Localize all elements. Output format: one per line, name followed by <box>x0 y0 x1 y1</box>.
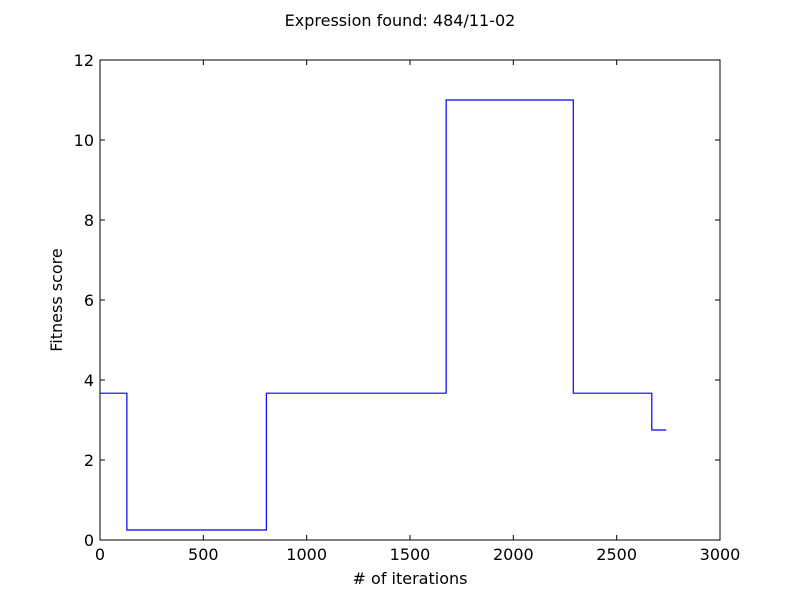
y-tick-label: 10 <box>74 131 94 150</box>
y-axis-label: Fitness score <box>47 248 66 352</box>
y-tick-label: 4 <box>84 371 94 390</box>
chart-title: Expression found: 484/11-02 <box>285 11 516 30</box>
plot-frame <box>99 59 721 541</box>
fitness-series-line <box>100 99 667 531</box>
x-tick-label: 3000 <box>700 545 741 564</box>
y-tick-label: 2 <box>84 451 94 470</box>
x-tick-label: 1500 <box>390 545 431 564</box>
x-tick-label: 2500 <box>596 545 637 564</box>
y-axis-ticks: 0 2 4 6 8 10 12 <box>74 51 720 550</box>
plot-area: 0 500 1000 1500 2000 2500 3000 0 2 4 6 8 10 12 <box>74 51 741 564</box>
y-tick-label: 6 <box>84 291 94 310</box>
x-tick-label: 1000 <box>286 545 327 564</box>
x-tick-label: 2000 <box>493 545 534 564</box>
x-tick-label: 0 <box>95 545 105 564</box>
series-layer <box>100 99 667 531</box>
x-tick-label: 500 <box>188 545 219 564</box>
y-tick-label: 0 <box>84 531 94 550</box>
y-tick-label: 12 <box>74 51 94 70</box>
y-tick-label: 8 <box>84 211 94 230</box>
x-axis-ticks: 0 500 1000 1500 2000 2500 3000 <box>95 60 740 564</box>
x-axis-label: # of iterations <box>353 569 468 588</box>
